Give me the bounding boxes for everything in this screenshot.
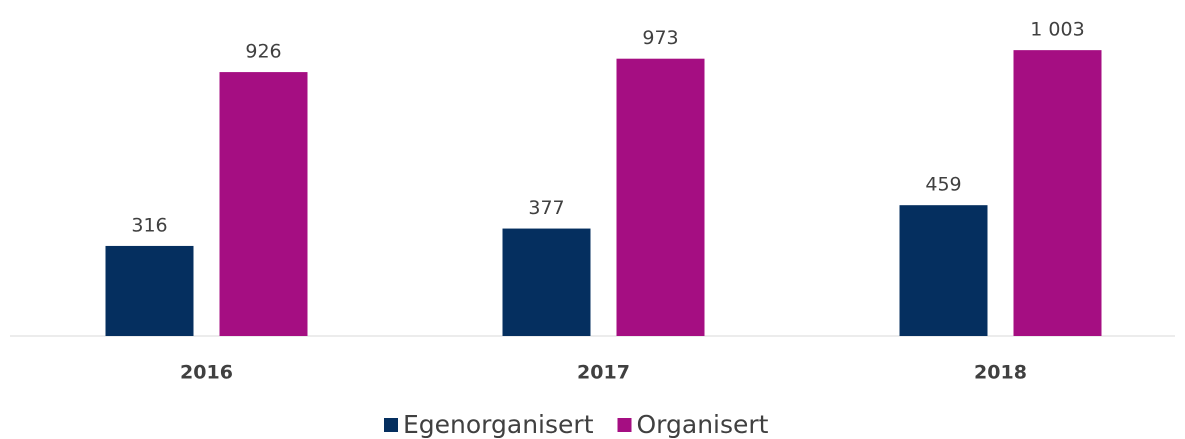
bar [616, 58, 705, 336]
x-tick-label: 2017 [577, 362, 630, 384]
legend-label: Egenorganisert [403, 410, 594, 439]
value-label: 377 [528, 197, 564, 219]
value-label: 459 [925, 174, 961, 196]
bar [1013, 50, 1102, 337]
bar [502, 228, 591, 336]
value-label: 926 [245, 41, 281, 63]
legend-label: Organisert [637, 410, 769, 439]
bar [899, 205, 988, 336]
bar [219, 72, 308, 336]
x-tick-label: 2018 [974, 362, 1027, 384]
value-label: 316 [131, 214, 167, 236]
value-label: 973 [642, 27, 678, 49]
x-tick-label: 2016 [180, 362, 233, 384]
legend-swatch [617, 418, 632, 432]
value-label: 1 003 [1030, 19, 1084, 41]
legend-swatch [384, 418, 398, 432]
bar [105, 245, 194, 336]
